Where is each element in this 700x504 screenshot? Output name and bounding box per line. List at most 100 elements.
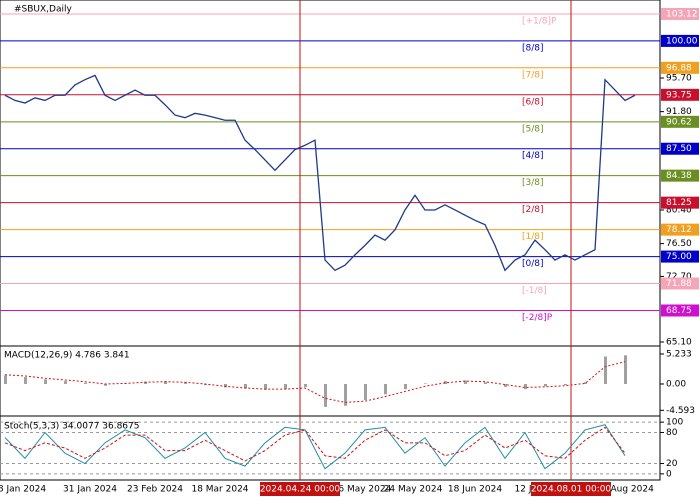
macd-bar [484,382,487,384]
macd-bar [524,383,527,390]
y-tick-label: 80.40 [666,205,692,215]
macd-bar [164,381,167,384]
y-tick-label: 5.233 [666,349,692,359]
y-tick-label: 0.00 [666,379,686,389]
price-tag-label: 96.88 [666,63,692,73]
marker-label: 2024.04.24 00:00 [260,485,341,495]
price-tag [661,304,699,317]
marker-tag [531,482,611,496]
y-tick-label: 91.80 [666,107,692,117]
y-tick-label: 0 [666,469,672,479]
x-tick-label: 16 May 2024 [333,485,392,495]
price-tag-label: 81.25 [666,198,692,208]
price-tag-label: 100.00 [666,36,698,46]
y-tick-label: 72.70 [666,272,692,282]
signal-line [4,426,626,462]
price-tag [661,61,699,74]
y-tick-label: 76.50 [666,239,692,249]
x-tick-label: 23 Feb 2024 [127,485,183,495]
level-label: [0/8] [522,259,544,269]
panel-title: MACD(12,26,9) 4.786 3.841 [4,351,130,361]
y-tick-label: 65.10 [666,337,692,347]
price-tag-label: 90.62 [666,117,692,127]
macd-bar [304,383,307,387]
macd-bar [264,383,267,390]
chart-title: #SBUX,Daily [14,5,72,15]
macd-bar [84,382,87,384]
level-label: [5/8] [522,124,544,134]
macd-bar [24,377,27,384]
y-tick-label: 95.70 [666,73,692,83]
price-tag [661,115,699,128]
frame [0,0,661,481]
macd-bar [444,381,447,384]
marker-label: 2024.08.01 00:00 [531,485,612,495]
macd-bar [624,355,627,384]
y-tick-label: 80 [666,428,678,438]
panel-title: Stoch(5,3,3) 34.0077 36.8675 [4,422,139,432]
macd-bar [604,356,607,384]
macd-bar [244,383,247,389]
level-label: [7/8] [522,70,544,80]
level-label: [+1/8]P [522,16,557,26]
y-tick-label: 20 [666,459,678,469]
macd-bar [184,382,187,384]
price-tag [661,250,699,263]
macd-bar [584,382,587,384]
macd-bar [384,383,387,395]
macd-bar [504,383,507,387]
y-tick-label: -4.593 [666,406,695,416]
level-label: [4/8] [522,151,544,161]
level-label: [-1/8] [522,286,547,296]
macd-bar [464,380,467,384]
price-tag [661,34,699,47]
price-tag [661,223,699,236]
level-label: [3/8] [522,178,544,188]
price-tag-label: 75.00 [666,252,692,262]
marker-tag [260,482,340,496]
stoch-line [4,424,626,470]
level-label: [6/8] [522,97,544,107]
macd-bar [424,383,427,384]
x-tick-label: 8 Jan 2024 [0,485,46,495]
x-tick-label: 24 May 2024 [384,485,443,495]
price-tag [661,88,699,101]
price-tag [661,7,699,20]
macd-bar [324,383,327,407]
price-tag-label: 71.88 [666,279,692,289]
price-tag-label: 103.12 [666,9,698,19]
price-line [4,74,636,272]
macd-bar [404,383,407,390]
price-tag-label: 93.75 [666,90,692,100]
macd-bar [204,383,207,386]
macd-bar [104,383,107,386]
price-tag-label: 68.75 [666,306,692,316]
macd-bar [4,375,7,384]
level-label: [1/8] [522,232,544,242]
x-tick-label: 18 Mar 2024 [191,485,248,495]
x-tick-label: 26 Aug 2024 [596,485,654,495]
level-label: [8/8] [522,43,544,53]
macd-bar [44,379,47,384]
macd-bar [564,383,567,386]
macd-bar [224,383,227,388]
price-tag [661,277,699,290]
price-tag-label: 84.38 [666,171,692,181]
macd-bar [344,383,347,406]
price-tag-label: 87.50 [666,144,692,154]
y-tick-label: 100 [666,418,683,428]
macd-bar [284,383,287,390]
price-tag [661,169,699,182]
x-tick-label: 31 Jan 2024 [63,485,117,495]
macd-bar [364,383,367,401]
level-label: [2/8] [522,205,544,215]
price-tag [661,196,699,209]
level-label: [-2/8]P [522,313,553,323]
price-tag-label: 78.12 [666,225,692,235]
signal-line [4,361,626,403]
macd-bar [544,383,547,387]
x-tick-label: 18 Jun 2024 [448,485,502,495]
macd-bar [64,381,67,384]
price-tag [661,142,699,155]
